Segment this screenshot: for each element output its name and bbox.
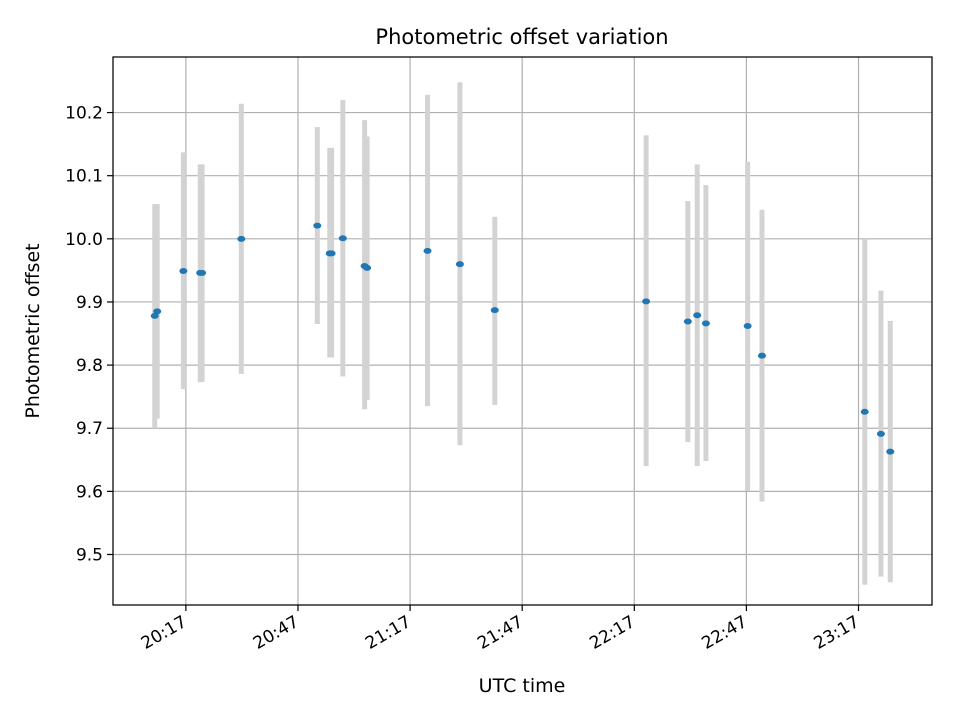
y-tick-label: 10.0 [65, 230, 103, 250]
data-point [490, 307, 499, 314]
data-point [313, 222, 322, 229]
data-point [701, 320, 710, 327]
y-tick-label: 9.9 [76, 293, 103, 313]
grid [113, 57, 932, 605]
data-point [327, 250, 336, 257]
y-tick-label: 9.8 [76, 356, 103, 376]
x-axis-label: UTC time [479, 675, 566, 697]
data-point [876, 430, 885, 437]
data-point [198, 269, 207, 276]
data-point [743, 322, 752, 329]
data-point [683, 318, 692, 325]
data-point [642, 298, 651, 305]
data-point [757, 352, 766, 359]
y-tick-label: 10.2 [65, 104, 103, 124]
data-point [423, 247, 432, 254]
y-tick-label: 10.1 [65, 167, 103, 187]
data-point [693, 312, 702, 319]
data-point [860, 408, 869, 415]
y-axis-label: Photometric offset [22, 243, 44, 418]
y-tick-label: 9.6 [76, 482, 103, 502]
data-point [179, 268, 188, 275]
data-points [150, 222, 895, 455]
y-tick-label: 9.5 [76, 545, 103, 565]
chart-title: Photometric offset variation [375, 25, 668, 49]
y-axis: 9.5 9.6 9.7 9.8 9.9 10.0 10.1 10.2 [65, 104, 113, 565]
data-point [338, 235, 347, 242]
data-point [886, 448, 895, 455]
y-tick-label: 9.7 [76, 419, 103, 439]
data-point [455, 261, 464, 268]
data-point [153, 308, 162, 315]
data-point [237, 235, 246, 242]
data-point [363, 264, 372, 271]
